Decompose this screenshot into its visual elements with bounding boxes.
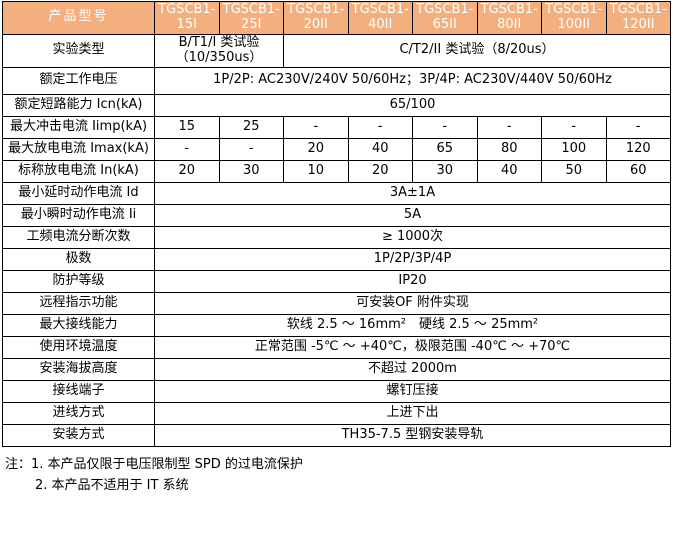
row-label: 进线方式 xyxy=(2,401,155,425)
table-row: 工频电流分断次数 ≥ 1000次 xyxy=(2,225,671,249)
table-row: 接线端子 螺钉压接 xyxy=(2,379,671,403)
footnotes: 注：1. 本产品仅限于电压限制型 SPD 的过电流保护 2. 本产品不适用于 I… xyxy=(5,455,671,497)
spec-value-cell: 80 xyxy=(476,137,542,161)
spec-value-cell: - xyxy=(218,137,284,161)
spec-value-cell: 65/100 xyxy=(154,93,671,117)
row-label: 实验类型 xyxy=(2,33,155,68)
table-row: 进线方式 上进下出 xyxy=(2,401,671,425)
spec-value-cell: 25 xyxy=(218,115,284,139)
model-header-cell: TGSCB1- 120II xyxy=(605,1,671,35)
spec-value-cell: 上进下出 xyxy=(154,401,671,425)
spec-table: 产品型号 TGSCB1- 15I TGSCB1- 25I TGSCB1- 20II T… xyxy=(2,1,671,447)
spec-value-cell: 正常范围 -5℃ ～ +40℃，极限范围 -40℃ ～ +70℃ xyxy=(154,335,671,359)
spec-value-cell: - xyxy=(412,115,478,139)
spec-value-cell: 不超过 2000m xyxy=(154,357,671,381)
spec-value-cell: 螺钉压接 xyxy=(154,379,671,403)
spec-value-cell: 65 xyxy=(412,137,478,161)
spec-value-cell: 100 xyxy=(541,137,607,161)
spec-value-cell: ≥ 1000次 xyxy=(154,225,671,249)
spec-value-cell: 40 xyxy=(476,159,542,183)
footnote-line-2: 2. 本产品不适用于 IT 系统 xyxy=(5,476,671,497)
spec-value-cell: - xyxy=(476,115,542,139)
table-row: 防护等级 IP20 xyxy=(2,269,671,293)
spec-value-cell: B/T1/I 类试验 （10/350us） xyxy=(154,33,284,68)
footnote-prefix: 注： xyxy=(5,456,32,472)
spec-value-cell: - xyxy=(541,115,607,139)
row-label: 防护等级 xyxy=(2,269,155,293)
row-label: 标称放电电流 In(kA) xyxy=(2,159,155,183)
table-row: 额定短路能力 Icn(kA) 65/100 xyxy=(2,93,671,117)
table-row: 最大接线能力 软线 2.5 ～ 16mm² 硬线 2.5 ～ 25mm² xyxy=(2,313,671,337)
spec-value-cell: 50 xyxy=(541,159,607,183)
table-row: 安装方式 TH35-7.5 型钢安装导轨 xyxy=(2,423,671,447)
spec-value-cell: - xyxy=(605,115,671,139)
spec-value-cell: 120 xyxy=(605,137,671,161)
model-header-cell: TGSCB1- 65II xyxy=(412,1,478,35)
table-row: 最小瞬时动作电流 Ii 5A xyxy=(2,203,671,227)
spec-value-cell: TH35-7.5 型钢安装导轨 xyxy=(154,423,671,447)
footnote-text: 2. 本产品不适用于 IT 系统 xyxy=(35,477,189,493)
model-header-cell: TGSCB1- 25I xyxy=(218,1,284,35)
row-label: 工频电流分断次数 xyxy=(2,225,155,249)
table-row: 标称放电电流 In(kA) 20 30 10 20 30 40 50 60 xyxy=(2,159,671,183)
spec-value-cell: C/T2/II 类试验（8/20us） xyxy=(283,33,671,68)
spec-value-cell: 软线 2.5 ～ 16mm² 硬线 2.5 ～ 25mm² xyxy=(154,313,671,337)
row-label: 使用环境温度 xyxy=(2,335,155,359)
model-header-cell: TGSCB1- 40II xyxy=(347,1,413,35)
row-label: 额定工作电压 xyxy=(2,66,155,95)
table-row: 极数 1P/2P/3P/4P xyxy=(2,247,671,271)
table-row: 最大放电电流 Imax(kA) - -20 40 65 80 100 120 xyxy=(2,137,671,161)
table-row: 远程指示功能 可安装OF 附件实现 xyxy=(2,291,671,315)
spec-value-cell: 可安装OF 附件实现 xyxy=(154,291,671,315)
header-row: 产品型号 TGSCB1- 15I TGSCB1- 25I TGSCB1- 20II T… xyxy=(2,1,671,35)
row-label: 安装海拔高度 xyxy=(2,357,155,381)
row-label: 最小延时动作电流 Id xyxy=(2,181,155,205)
row-label: 接线端子 xyxy=(2,379,155,403)
table-row: 安装海拔高度 不超过 2000m xyxy=(2,357,671,381)
footnote-text: 1. 本产品仅限于电压限制型 SPD 的过电流保护 xyxy=(31,456,303,472)
table-row: 额定工作电压 1P/2P: AC230V/240V 50/60Hz；3P/4P: … xyxy=(2,66,671,95)
spec-value-cell: 5A xyxy=(154,203,671,227)
row-label: 额定短路能力 Icn(kA) xyxy=(2,93,155,117)
spec-value-cell: 20 xyxy=(347,159,413,183)
spec-value-cell: - xyxy=(283,115,349,139)
spec-value-cell: 1P/2P: AC230V/240V 50/60Hz；3P/4P: AC230V… xyxy=(154,66,671,95)
table-row: 使用环境温度 正常范围 -5℃ ～ +40℃，极限范围 -40℃ ～ +70℃ xyxy=(2,335,671,359)
row-label: 极数 xyxy=(2,247,155,271)
table-row: 实验类型 B/T1/I 类试验 （10/350us） C/T2/II 类试验（8/2… xyxy=(2,33,671,68)
row-label: 远程指示功能 xyxy=(2,291,155,315)
row-label: 安装方式 xyxy=(2,423,155,447)
spec-value-cell: 30 xyxy=(412,159,478,183)
spec-value-cell: 20 xyxy=(154,159,220,183)
spec-value-cell: - xyxy=(154,137,220,161)
spec-value-cell: 15 xyxy=(154,115,220,139)
spec-value-cell: 40 xyxy=(347,137,413,161)
model-header-cell: TGSCB1- 100II xyxy=(541,1,607,35)
spec-value-cell: 20 xyxy=(283,137,349,161)
product-model-header: 产品型号 xyxy=(2,1,155,35)
spec-value-cell: 1P/2P/3P/4P xyxy=(154,247,671,271)
model-header-cell: TGSCB1- 20II xyxy=(283,1,349,35)
row-label: 最大冲击电流 Iimp(kA) xyxy=(2,115,155,139)
spec-value-cell: 3A±1A xyxy=(154,181,671,205)
table-row: 最大冲击电流 Iimp(kA) 15 25- - - - - - xyxy=(2,115,671,139)
spec-value-cell: - xyxy=(347,115,413,139)
footnote-line-1: 注：1. 本产品仅限于电压限制型 SPD 的过电流保护 xyxy=(5,455,671,476)
model-header-cell: TGSCB1- 80II xyxy=(476,1,542,35)
model-header-cell: TGSCB1- 15I xyxy=(154,1,220,35)
spec-value-cell: IP20 xyxy=(154,269,671,293)
spec-value-cell: 10 xyxy=(283,159,349,183)
table-row: 最小延时动作电流 Id 3A±1A xyxy=(2,181,671,205)
row-label: 最小瞬时动作电流 Ii xyxy=(2,203,155,227)
row-label: 最大接线能力 xyxy=(2,313,155,337)
spec-table-body: 实验类型 B/T1/I 类试验 （10/350us） C/T2/II 类试验（8/2… xyxy=(2,33,671,447)
spec-value-cell: 30 xyxy=(218,159,284,183)
spec-value-cell: 60 xyxy=(605,159,671,183)
row-label: 最大放电电流 Imax(kA) xyxy=(2,137,155,161)
